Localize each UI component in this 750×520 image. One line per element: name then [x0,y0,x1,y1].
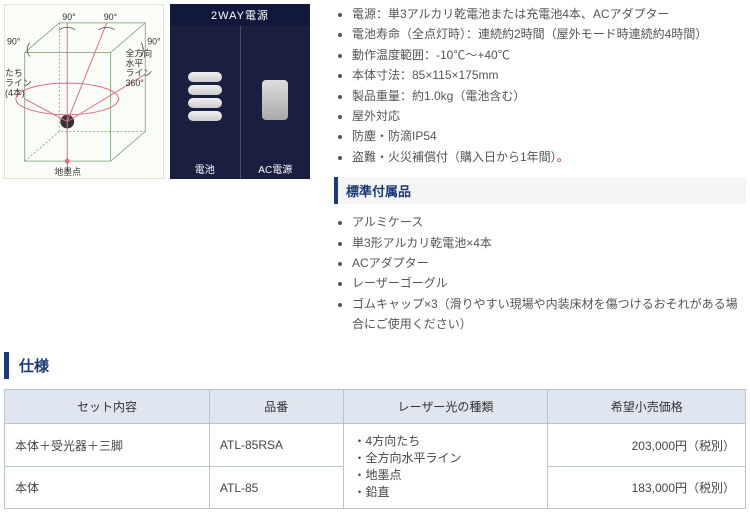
spec-item: 電池寿命（全点灯時）：連続約2時間（屋外モード時連続約4時間） [352,24,746,44]
cell-set: 本体 [5,466,210,509]
table-header-cell: 品番 [209,390,343,424]
photo-ac-label: AC電源 [258,161,292,176]
spec-item: 電源：単3アルカリ乾電池または充電池4本、ACアダプター [352,4,746,24]
accessory-item: レーザーゴーグル [352,273,746,293]
photo-battery-side: 電池 [170,26,241,179]
cell-model: ATL-85 [209,466,343,509]
angle-left: 90° [7,37,21,47]
cell-model: ATL-85RSA [209,424,343,467]
label-right: 全方向水平ライン360° [125,47,152,88]
photo-battery-label: 電池 [195,161,215,176]
spec-item: 防塵・防滴IP54 [352,126,746,146]
right-column: 電源：単3アルカリ乾電池または充電池4本、ACアダプター電池寿命（全点灯時）：連… [314,4,746,334]
red-period: 。 [557,150,569,164]
label-ground: 地墨点 [54,166,81,177]
spec-item: 動作温度範囲：-10℃～+40℃ [352,45,746,65]
power-photo: 2WAY電源 電池 AC電源 [170,4,310,179]
table-row: 本体＋受光器＋三脚ATL-85RSA・4方向たち・全方向水平ライン・地墨点・鉛直… [5,424,746,467]
spec-item: 本体寸法：85×115×175mm [352,65,746,85]
accessory-item: 単3形アルカリ乾電池×4本 [352,233,746,253]
angle-top2: 90° [104,12,118,22]
angle-top1: 90° [62,12,76,22]
accessory-item: アルミケース [352,212,746,232]
left-column: 90° 90° 90° 90° たちライン(4本) 全方向水平ライン360° 地… [4,4,314,334]
accessories-list: アルミケース単3形アルカリ乾電池×4本ACアダプターレーザーゴーグルゴムキャップ… [334,212,746,334]
angle-right: 90° [147,37,161,47]
spec-item: 盗難・火災補償付（購入日から1年間）。 [352,147,746,167]
section-spec: 仕様 [4,352,746,379]
spec-list: 電源：単3アルカリ乾電池または充電池4本、ACアダプター電池寿命（全点灯時）：連… [334,4,746,167]
table-header-cell: セット内容 [5,390,210,424]
table-header-cell: レーザー光の種類 [343,390,548,424]
table-header-cell: 希望小売価格 [548,390,746,424]
photo-header: 2WAY電源 [170,4,310,26]
spec-item: 屋外対応 [352,106,746,126]
spec-table: セット内容品番レーザー光の種類希望小売価格 本体＋受光器＋三脚ATL-85RSA… [4,389,746,509]
accessory-item: ACアダプター [352,253,746,273]
spec-item: 製品重量：約1.0kg（電池含む） [352,86,746,106]
cell-set: 本体＋受光器＋三脚 [5,424,210,467]
laser-diagram: 90° 90° 90° 90° たちライン(4本) 全方向水平ライン360° 地… [4,4,164,179]
cell-price: 183,000円（税別） [548,466,746,509]
accessory-item: ゴムキャップ×3（滑りやすい現場や内装床材を傷つけるおそれがある場合にご使用くだ… [352,294,746,335]
photo-ac-side: AC電源 [241,26,311,179]
section-accessories: 標準付属品 [334,177,746,204]
label-left: たちライン(4本) [5,68,32,98]
cell-laser-types: ・4方向たち・全方向水平ライン・地墨点・鉛直 [343,424,548,509]
cell-price: 203,000円（税別） [548,424,746,467]
